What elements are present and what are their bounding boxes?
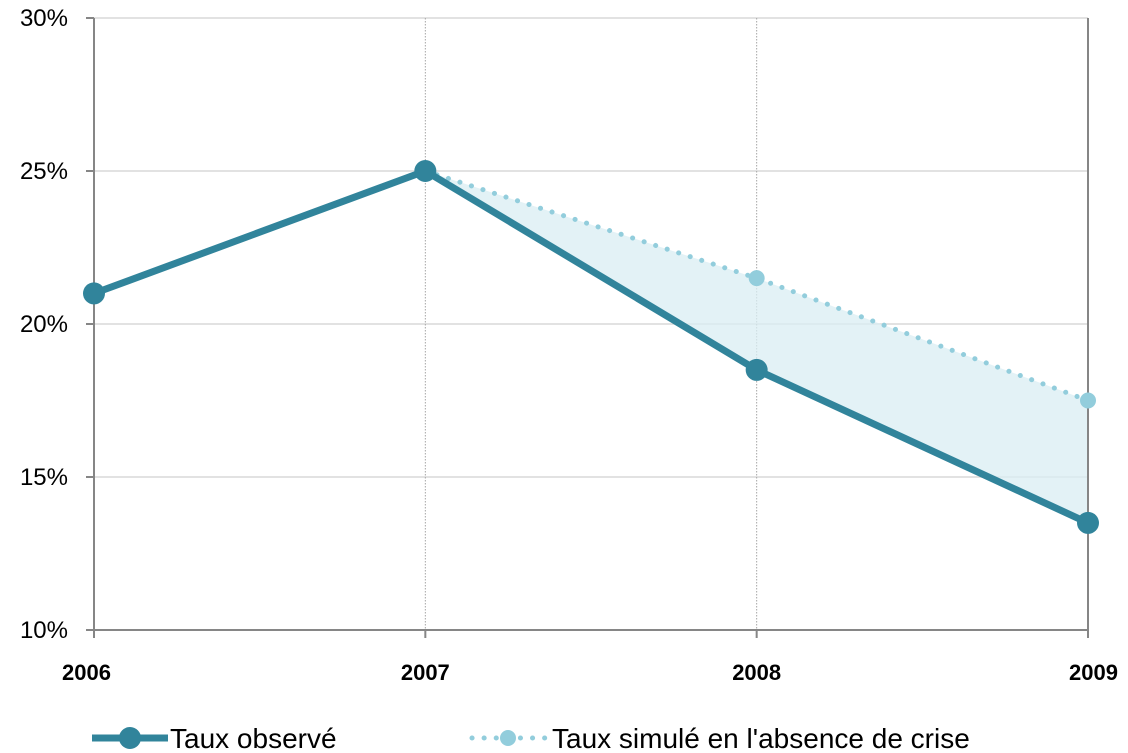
y-tick-label: 20% — [20, 311, 68, 338]
gap-area — [425, 171, 1088, 523]
y-tick-label: 25% — [20, 158, 68, 185]
y-tick-label: 15% — [20, 464, 68, 491]
series-line-observed — [92, 167, 1090, 527]
legend: Taux observé Taux simulé en l'absence de … — [92, 723, 970, 753]
legend-swatch-simulated-marker — [500, 730, 516, 746]
gap-area-fill — [425, 171, 1088, 523]
legend-label-observed: Taux observé — [170, 723, 337, 753]
legend-label-simulated: Taux simulé en l'absence de crise — [552, 723, 970, 753]
legend-swatch-observed-marker — [119, 727, 141, 749]
gridlines — [94, 17, 1088, 630]
point-observed — [414, 160, 437, 182]
x-tick-label: 2007 — [401, 660, 450, 685]
x-tick-label: 2006 — [62, 660, 111, 685]
series — [83, 160, 1099, 534]
point-simulated — [1080, 392, 1096, 409]
point-observed — [83, 282, 105, 305]
y-tick-label: 30% — [20, 5, 68, 32]
tick-labels: 10% 15% 20% 25% 30% 2006 2007 2008 2009 — [20, 5, 1118, 685]
point-observed — [1077, 511, 1099, 534]
point-observed — [745, 358, 768, 381]
x-tick-label: 2009 — [1069, 660, 1118, 685]
y-tick-label: 10% — [20, 617, 68, 644]
x-tick-label: 2008 — [732, 660, 781, 685]
point-simulated — [748, 270, 765, 287]
axes — [86, 17, 1089, 638]
